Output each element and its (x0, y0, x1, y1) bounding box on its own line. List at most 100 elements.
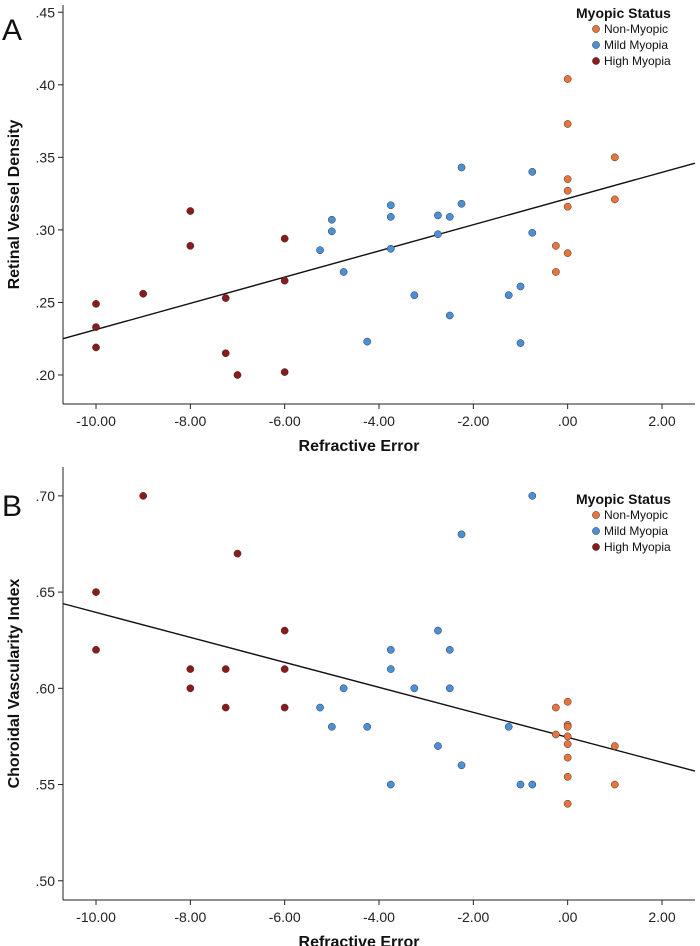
data-point-non-myopic (563, 120, 572, 128)
data-point-non-myopic (563, 732, 572, 741)
data-point-mild-myopia (457, 199, 466, 208)
data-point-mild-myopia (363, 722, 372, 731)
data-point-non-myopic (563, 75, 572, 83)
data-point-non-myopic (552, 242, 560, 250)
data-point-mild-myopia (434, 626, 442, 635)
data-point-mild-myopia (327, 722, 336, 731)
data-point-non-myopic (563, 799, 572, 808)
data-point-mild-myopia (445, 311, 454, 320)
data-point-high-myopia (186, 684, 195, 693)
data-point-mild-myopia (339, 268, 348, 276)
data-point-non-myopic (610, 780, 619, 789)
data-point-mild-myopia (504, 722, 513, 731)
data-point-mild-myopia (386, 244, 395, 253)
legend-label: Non-Myopic (604, 508, 668, 522)
data-point-non-myopic (563, 175, 572, 183)
legend-marker (592, 543, 600, 551)
x-tick-label: .00 (558, 909, 578, 925)
data-point-mild-myopia (327, 215, 336, 224)
chart-panel-a: A .20 .25 .30 .35 .40 .45 -10.00 -8.00 -6.00 -4.00… (2, 4, 696, 455)
y-tick-label: .65 (36, 584, 56, 600)
data-point-non-myopic (563, 202, 572, 211)
data-point-high-myopia (221, 294, 230, 302)
x-tick-label: -2.00 (457, 413, 489, 429)
data-point-non-myopic (563, 249, 572, 257)
data-point-mild-myopia (434, 211, 442, 220)
x-tick-label: -10.00 (76, 413, 116, 429)
data-point-non-myopic (563, 697, 572, 706)
data-point-mild-myopia (386, 665, 395, 673)
legend-marker (592, 41, 600, 49)
x-tick-label: -6.00 (269, 413, 301, 429)
data-point-high-myopia (139, 492, 148, 500)
data-point-mild-myopia (410, 291, 419, 300)
y-tick-label: .45 (36, 4, 56, 20)
data-point-high-myopia (92, 645, 100, 654)
x-tick-label: .00 (558, 413, 578, 429)
x-tick-label: -6.00 (269, 909, 301, 925)
data-point-non-myopic (552, 730, 560, 739)
y-tick-label: .25 (36, 294, 56, 310)
data-point-high-myopia (280, 234, 289, 243)
x-tick-label: -4.00 (363, 909, 395, 925)
data-point-mild-myopia (504, 291, 513, 300)
data-point-high-myopia (280, 276, 289, 285)
x-tick-label: -10.00 (76, 909, 116, 925)
legend-label: Mild Myopia (604, 38, 668, 52)
data-point-non-myopic (552, 703, 560, 712)
data-point-high-myopia (280, 368, 289, 376)
data-point-high-myopia (139, 289, 148, 298)
data-point-mild-myopia (528, 168, 537, 176)
data-point-mild-myopia (445, 645, 454, 654)
data-point-non-myopic (552, 268, 560, 276)
data-point-high-myopia (92, 343, 100, 352)
data-point-non-myopic (563, 753, 572, 762)
legend-label: Mild Myopia (604, 524, 668, 538)
data-point-mild-myopia (316, 246, 324, 255)
data-point-mild-myopia (457, 761, 466, 770)
data-point-mild-myopia (316, 703, 324, 712)
y-tick-label: .30 (36, 222, 56, 238)
y-axis-title: Choroidal Vascularity Index (6, 578, 23, 788)
data-point-non-myopic (563, 740, 572, 748)
x-tick-label: -8.00 (174, 413, 206, 429)
data-point-mild-myopia (386, 212, 395, 221)
legend-label: High Myopia (604, 54, 671, 68)
data-point-mild-myopia (434, 742, 442, 750)
data-point-high-myopia (221, 665, 230, 673)
x-axis-title: Refractive Error (299, 438, 420, 455)
legend-title: Myopic Status (576, 491, 671, 507)
data-point-high-myopia (233, 549, 242, 558)
y-tick-label: .40 (36, 77, 56, 93)
y-tick-label: .55 (36, 777, 56, 793)
data-point-mild-myopia (363, 337, 372, 346)
x-tick-label: 2.00 (648, 413, 675, 429)
x-tick-label: -2.00 (457, 909, 489, 925)
data-point-mild-myopia (528, 780, 537, 789)
data-point-high-myopia (221, 703, 230, 712)
data-point-high-myopia (280, 665, 289, 673)
y-tick-label: .60 (36, 680, 56, 696)
legend-marker (592, 527, 600, 535)
legend-title: Myopic Status (576, 5, 671, 21)
data-point-high-myopia (186, 242, 195, 250)
y-tick-label: .50 (36, 873, 56, 889)
data-point-mild-myopia (386, 780, 395, 789)
legend-marker (592, 511, 600, 519)
y-axis-title: Retinal Vessel Density (6, 119, 23, 289)
x-tick-label: 2.00 (648, 909, 675, 925)
data-point-mild-myopia (434, 230, 442, 239)
legend-label: High Myopia (604, 540, 671, 554)
data-point-mild-myopia (528, 492, 537, 500)
data-point-mild-myopia (445, 212, 454, 221)
data-point-high-myopia (92, 323, 100, 331)
y-tick-label: .35 (36, 149, 56, 165)
data-point-mild-myopia (386, 201, 395, 210)
x-tick-label: -4.00 (363, 413, 395, 429)
data-point-non-myopic (610, 195, 619, 204)
data-point-high-myopia (92, 588, 100, 596)
data-point-high-myopia (186, 665, 195, 673)
data-point-mild-myopia (516, 339, 525, 347)
